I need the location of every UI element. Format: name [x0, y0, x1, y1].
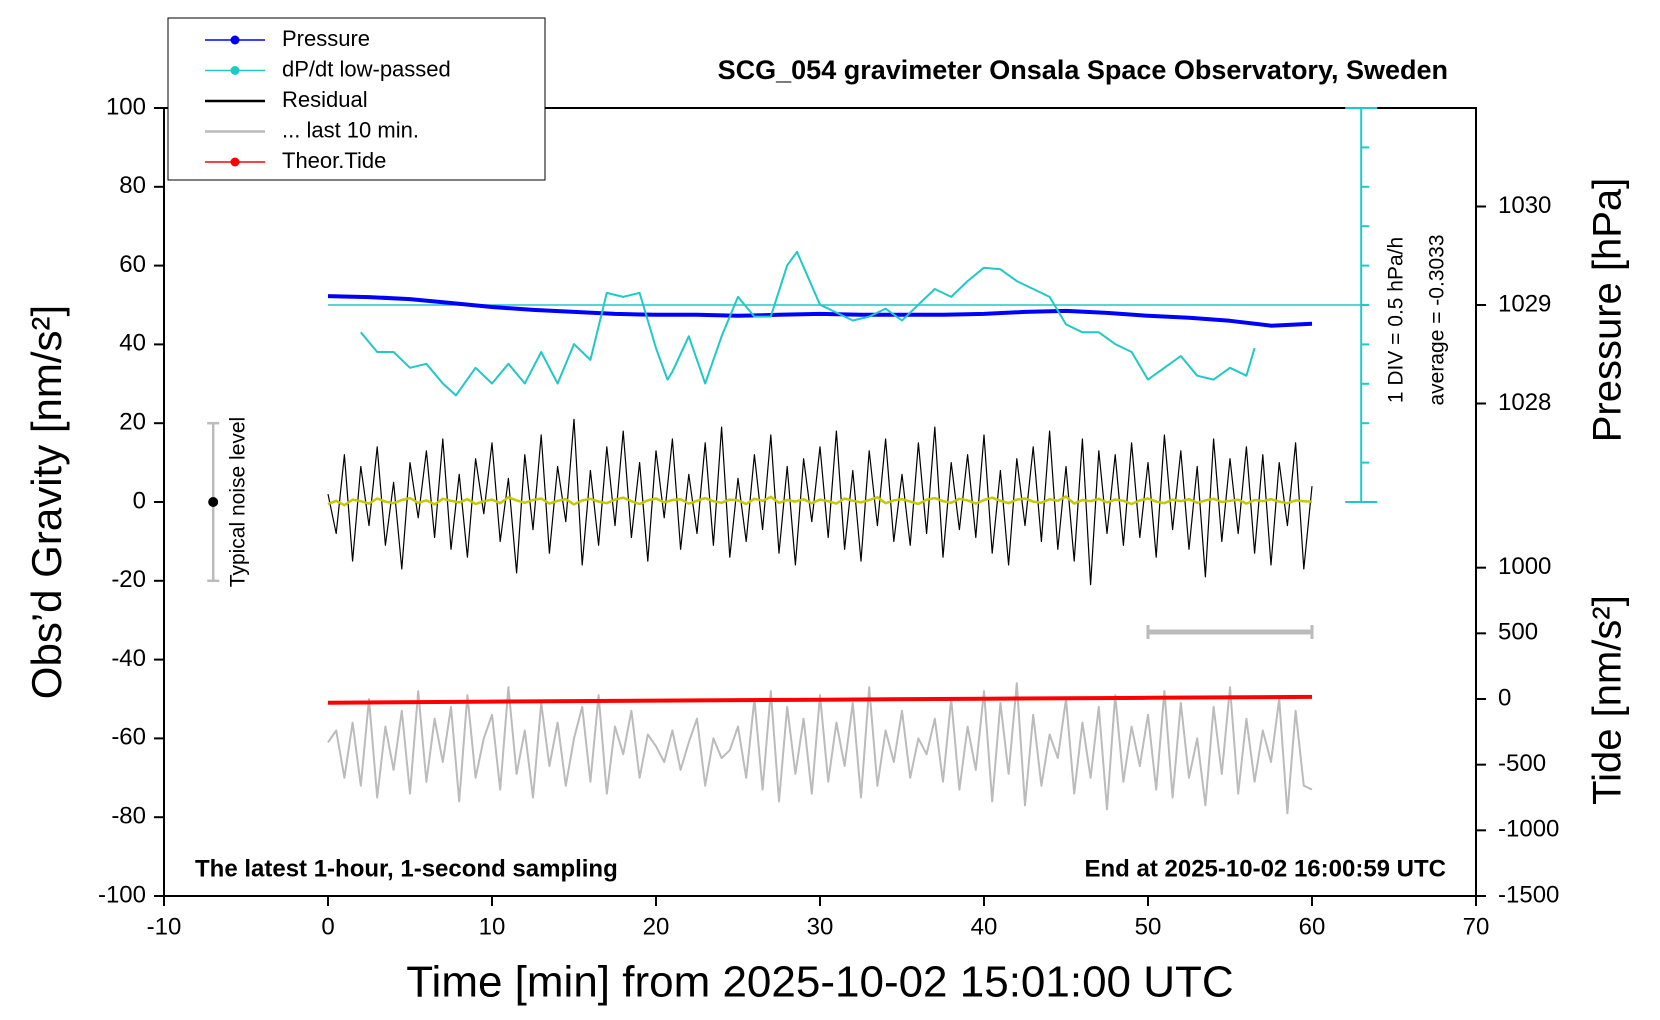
legend-marker: [230, 35, 240, 45]
series-line: [327, 418, 1313, 586]
x-tick-label: 30: [807, 913, 834, 940]
x-tick-label: 10: [479, 913, 506, 940]
y3-tick-label: -1500: [1498, 881, 1559, 908]
legend-marker: [230, 157, 240, 167]
x-tick-label: -10: [147, 913, 182, 940]
y3-axis-label: Tide [nm/s²]: [1586, 595, 1630, 805]
x-axis-label: Time [min] from 2025-10-02 15:01:00 UTC: [406, 958, 1233, 1007]
y2-tick-label: 1030: [1498, 192, 1551, 219]
y-tick-label: -60: [111, 724, 146, 751]
dpdt-div-label: 1 DIV = 0.5 hPa/h: [1385, 237, 1408, 403]
x-tick-label: 50: [1135, 913, 1162, 940]
y2-tick-label: 1028: [1498, 389, 1551, 416]
legend: Pressure dP/dt low-passed Residual ... last…: [167, 17, 546, 181]
y3-tick-label: -1000: [1498, 816, 1559, 843]
y2-axis-label: Pressure [hPa]: [1586, 178, 1630, 443]
y-tick-label: -100: [98, 881, 146, 908]
x-tick-label: 40: [971, 913, 998, 940]
series-line: [360, 250, 1256, 397]
series-line: [327, 495, 1313, 507]
y2-tick-label: 1029: [1498, 290, 1551, 317]
x-tick-label: 70: [1463, 913, 1490, 940]
legend-label: Residual: [282, 87, 368, 112]
series-line: [327, 682, 1313, 815]
annotation: The latest 1-hour, 1-second sampling: [195, 855, 618, 882]
y-tick-label: 60: [119, 251, 146, 278]
x-tick-label: 60: [1299, 913, 1326, 940]
legend-box: [167, 17, 546, 181]
y-tick-label: 20: [119, 409, 146, 436]
legend-label: ... last 10 min.: [282, 117, 419, 142]
y-tick-label: 0: [133, 487, 146, 514]
series-line: [327, 294, 1313, 328]
chart-title: SCG_054 gravimeter Onsala Space Observat…: [718, 55, 1448, 85]
y-tick-label: 40: [119, 330, 146, 357]
y-tick-label: 100: [106, 93, 146, 120]
y-axis-label: Obs’d Gravity [nm/s²]: [23, 305, 70, 699]
y3-tick-label: 0: [1498, 684, 1511, 711]
noise-center: [208, 497, 219, 507]
y-tick-label: -40: [111, 645, 146, 672]
legend-label: Pressure: [282, 26, 370, 51]
annotation: End at 2025-10-02 16:00:59 UTC: [1085, 855, 1447, 882]
noise-label: Typical noise level: [227, 417, 250, 587]
legend-label: Theor.Tide: [282, 148, 386, 173]
y3-tick-label: -500: [1498, 750, 1546, 777]
dpdt-average-label: average = -0.3033: [1426, 234, 1449, 405]
y3-tick-label: 1000: [1498, 553, 1551, 580]
x-tick-label: 0: [321, 913, 334, 940]
x-tick-label: 20: [643, 913, 670, 940]
y3-tick-label: 500: [1498, 619, 1538, 646]
y-tick-label: 80: [119, 172, 146, 199]
legend-marker: [230, 66, 240, 75]
series-line: [327, 694, 1313, 705]
legend-label: dP/dt low-passed: [282, 56, 451, 81]
y-tick-label: -20: [111, 566, 146, 593]
y-tick-label: -80: [111, 803, 146, 830]
